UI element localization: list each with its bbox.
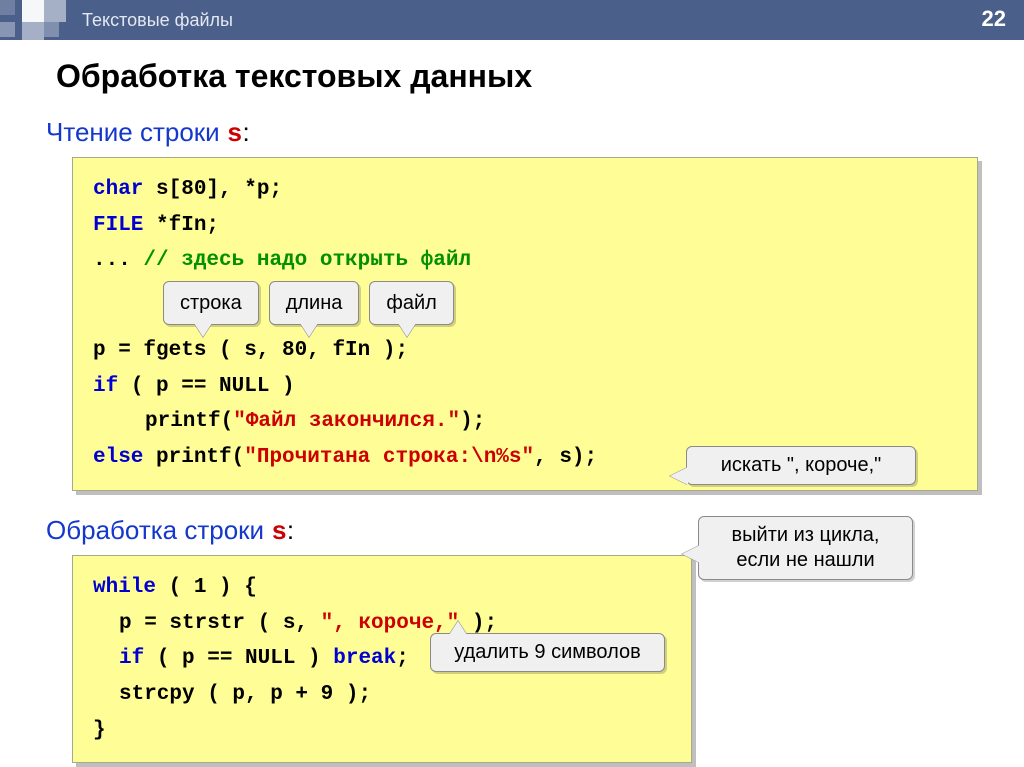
code1-l5-rest: ( p == NULL ) (118, 375, 294, 398)
callout-stroka: строка (163, 281, 259, 325)
kw-file: FILE (93, 214, 143, 237)
kw-else: else (93, 446, 143, 469)
section1-var: s (227, 119, 243, 149)
callout-dlina-label: длина (286, 292, 343, 314)
code1-l2-rest: *fIn; (143, 214, 219, 237)
header-bar: Текстовые файлы 22 (0, 0, 1024, 40)
code1-l7-end: , s); (534, 446, 597, 469)
callout-delete9-label: удалить 9 символов (454, 641, 640, 663)
section1-heading: Чтение строки s: (46, 111, 978, 157)
code1-line1: char s[80], *p; (93, 172, 957, 208)
callout-iskat: искать ", короче," (686, 446, 916, 485)
section2-colon: : (287, 515, 294, 545)
callout-break-l2: если не нашли (736, 549, 874, 571)
code1-l1-rest: s[80], *p; (143, 178, 282, 201)
breadcrumb: Текстовые файлы (82, 10, 233, 31)
section1-prefix: Чтение строки (46, 117, 227, 147)
code1-dots: ... (93, 249, 143, 272)
callout-fajl-label: файл (386, 292, 436, 314)
code1-comment: // здесь надо открыть файл (143, 249, 471, 272)
code1-line2: FILE *fIn; (93, 208, 957, 244)
content-area: Чтение строки s: char s[80], *p; FILE *f… (0, 103, 1024, 763)
code1-l7-str: "Прочитана строка:\n%s" (244, 446, 534, 469)
code2-line4: strcpy ( p, p + 9 ); (93, 677, 671, 713)
callout-iskat-label: искать ", короче," (721, 454, 882, 476)
code2-l1-rest: ( 1 ) { (156, 576, 257, 599)
callout-dlina: длина (269, 281, 360, 325)
kw-break: break (333, 647, 396, 670)
section2-prefix: Обработка строки (46, 515, 271, 545)
code1-l7-fn: printf( (143, 446, 244, 469)
code1-l6-str: "Файл закончился." (233, 410, 460, 433)
code2-line5: } (93, 713, 671, 749)
code2-l2-pre: p = strstr ( s, (119, 612, 321, 635)
code1-line5: if ( p == NULL ) (93, 369, 957, 405)
section1-colon: : (243, 117, 250, 147)
callout-row-1: строка длина файл (163, 281, 957, 325)
page-title: Обработка текстовых данных (0, 40, 1024, 103)
code2-l3-end: ; (396, 647, 409, 670)
callout-break-l1: выйти из цикла, (732, 524, 880, 546)
code1-l6-fn: printf( (145, 410, 233, 433)
code1-line4: p = fgets ( s, 80, fIn ); (93, 333, 957, 369)
kw-if-2: if (119, 647, 144, 670)
code1-line3: ... // здесь надо открыть файл (93, 243, 957, 279)
callout-fajl: файл (369, 281, 453, 325)
code2-l3-mid: ( p == NULL ) (144, 647, 333, 670)
code2-l2-str: ", короче," (321, 612, 460, 635)
kw-char: char (93, 178, 143, 201)
corner-decoration (0, 0, 72, 40)
page-number: 22 (982, 6, 1006, 32)
code2-l4: strcpy ( p, p + 9 ); (119, 677, 671, 713)
code1-line6: printf("Файл закончился."); (93, 404, 957, 440)
code-block-1: char s[80], *p; FILE *fIn; ... // здесь … (72, 157, 978, 491)
code2-line1: while ( 1 ) { (93, 570, 671, 606)
callout-delete9: удалить 9 символов (430, 633, 665, 672)
kw-if: if (93, 375, 118, 398)
kw-while: while (93, 576, 156, 599)
code1-l6-end: ); (460, 410, 485, 433)
callout-stroka-label: строка (180, 292, 242, 314)
section2-var: s (271, 517, 287, 547)
callout-break: выйти из цикла, если не нашли (698, 516, 913, 580)
